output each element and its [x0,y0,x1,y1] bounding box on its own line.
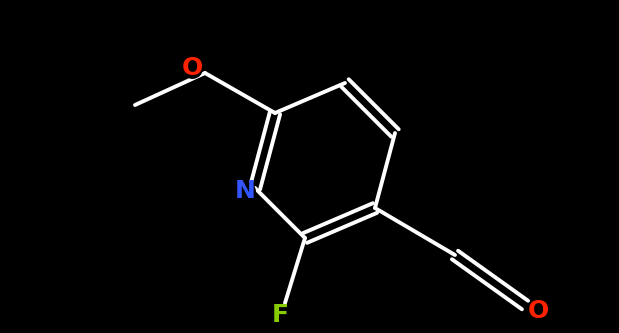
Text: O: O [181,56,202,80]
Text: F: F [272,303,288,327]
Text: O: O [527,299,548,323]
Text: N: N [235,179,256,203]
